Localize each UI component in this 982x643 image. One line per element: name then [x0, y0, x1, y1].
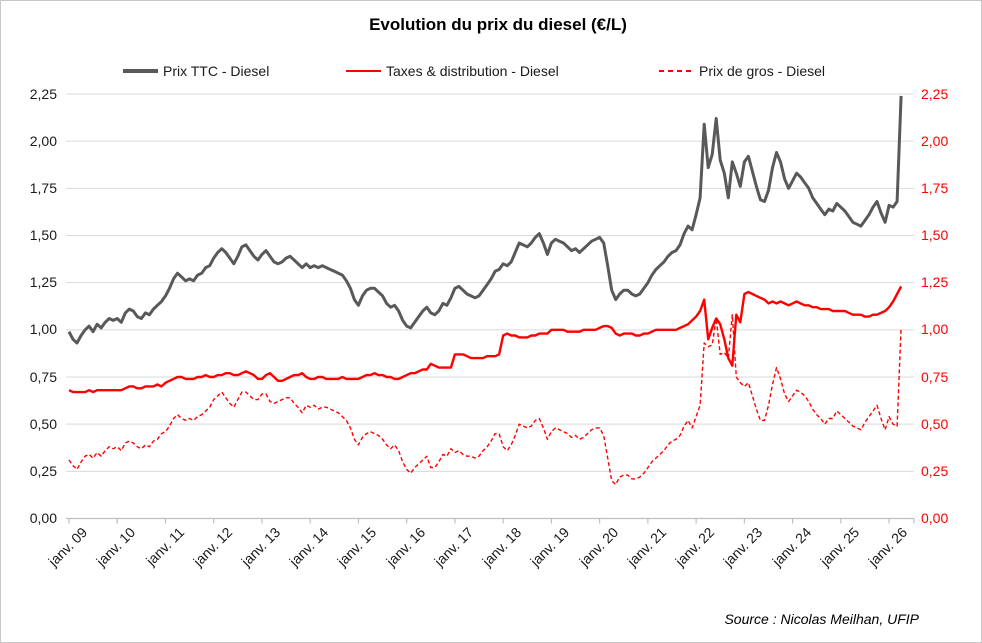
y-axis-label-left: 2,00 [29, 132, 57, 149]
legend-swatch-prix-ttc [123, 69, 158, 73]
y-axis-label-right: 1,75 [921, 179, 949, 196]
chart-title: Evolution du prix du diesel (€/L) [369, 15, 627, 34]
y-axis-label-left: 0,00 [29, 510, 57, 526]
legend-item-prix-de-gros: Prix de gros - Diesel [659, 62, 825, 80]
y-axis-label-right: 2,00 [921, 132, 949, 149]
y-axis-label-right: 0,00 [921, 510, 949, 526]
legend-label-prix-ttc: Prix TTC - Diesel [163, 63, 270, 79]
y-axis-label-right: 0,50 [921, 415, 949, 432]
legend-swatch-taxes-distribution [346, 69, 381, 73]
source-note: Source : Nicolas Meilhan, UFIP [724, 611, 919, 627]
legend-item-prix-ttc: Prix TTC - Diesel [123, 62, 269, 80]
series-line-prix-de-gros-diesel [68, 314, 902, 486]
series-line-prix-ttc-diesel [67, 95, 903, 345]
y-axis-label-left: 0,75 [29, 368, 57, 385]
y-axis-label-right: 0,75 [921, 368, 949, 385]
y-axis-label-left: 1,75 [29, 179, 57, 196]
y-axis-label-right: 1,00 [921, 321, 949, 338]
series-line-taxes-distribution-diesel [68, 285, 903, 394]
legend-label-prix-de-gros: Prix de gros - Diesel [699, 63, 826, 79]
y-axis-label-left: 2,25 [29, 85, 57, 102]
y-axis-label-left: 1,00 [29, 321, 57, 338]
y-axis-label-right: 0,25 [921, 462, 949, 479]
y-axis-label-right: 1,25 [921, 274, 949, 291]
legend-swatch-prix-de-gros [659, 70, 694, 72]
y-axis-label-left: 0,25 [29, 462, 57, 479]
y-axis-label-right: 2,25 [921, 85, 949, 102]
y-axis-label-left: 1,50 [29, 227, 57, 243]
y-axis-label-left: 1,25 [29, 274, 57, 291]
y-axis-label-right: 1,50 [921, 227, 949, 243]
y-axis-label-left: 0,50 [29, 415, 57, 432]
legend-item-taxes-distribution: Taxes & distribution - Diesel [346, 62, 559, 80]
legend-label-taxes-distribution: Taxes & distribution - Diesel [386, 63, 559, 79]
